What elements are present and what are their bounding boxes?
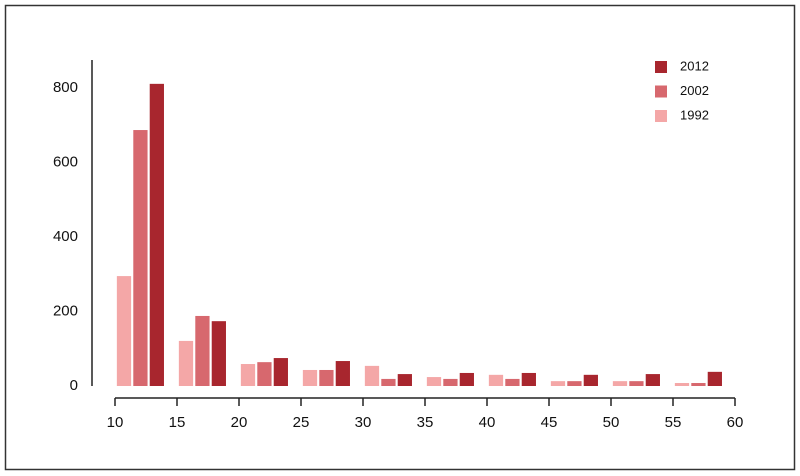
bar — [691, 383, 706, 386]
x-tick-label: 20 — [231, 414, 248, 431]
frame — [4, 4, 796, 471]
y-tick-label: 800 — [53, 79, 78, 96]
legend-swatch — [655, 85, 667, 98]
bar — [443, 378, 458, 386]
bar — [335, 361, 350, 386]
bar — [583, 374, 598, 386]
bar — [133, 130, 148, 386]
x-tick-label: 55 — [665, 414, 682, 431]
bar — [364, 365, 380, 386]
x-tick-label: 50 — [603, 414, 620, 431]
legend-swatch — [655, 61, 667, 73]
y-tick-label: 0 — [70, 377, 78, 394]
bar — [488, 374, 504, 386]
x-tick-label: 10 — [107, 414, 124, 431]
bar — [116, 276, 132, 386]
legend-swatch — [655, 110, 667, 122]
x-tick-label: 40 — [479, 414, 496, 431]
bar — [397, 374, 412, 386]
bar — [240, 364, 256, 386]
legend-label: 1992 — [680, 107, 709, 122]
x-tick-label: 15 — [169, 414, 186, 431]
bar — [459, 372, 474, 386]
x-tick-label: 60 — [727, 414, 744, 431]
bar — [319, 369, 334, 386]
y-tick-label: 600 — [53, 153, 78, 170]
bar — [550, 381, 566, 386]
bar — [612, 381, 628, 386]
x-tick-label: 30 — [355, 414, 372, 431]
legend-label: 2012 — [680, 58, 709, 73]
bar — [257, 362, 272, 386]
bar — [645, 374, 660, 386]
bar — [302, 369, 318, 386]
x-tick-label: 45 — [541, 414, 558, 431]
bar — [178, 340, 194, 386]
bar — [567, 381, 582, 386]
bar — [629, 381, 644, 386]
legend-label: 2002 — [680, 83, 709, 98]
bar — [707, 371, 722, 386]
x-tick-label: 25 — [293, 414, 310, 431]
bar — [505, 378, 520, 386]
bar — [149, 83, 164, 386]
bar — [674, 383, 690, 386]
bar — [195, 315, 210, 386]
bar — [521, 372, 536, 386]
x-tick-label: 35 — [417, 414, 434, 431]
bar — [381, 378, 396, 386]
y-tick-label: 200 — [53, 302, 78, 319]
bar — [211, 321, 226, 386]
bar — [426, 377, 442, 386]
bar — [273, 358, 288, 386]
y-tick-label: 400 — [53, 228, 78, 245]
